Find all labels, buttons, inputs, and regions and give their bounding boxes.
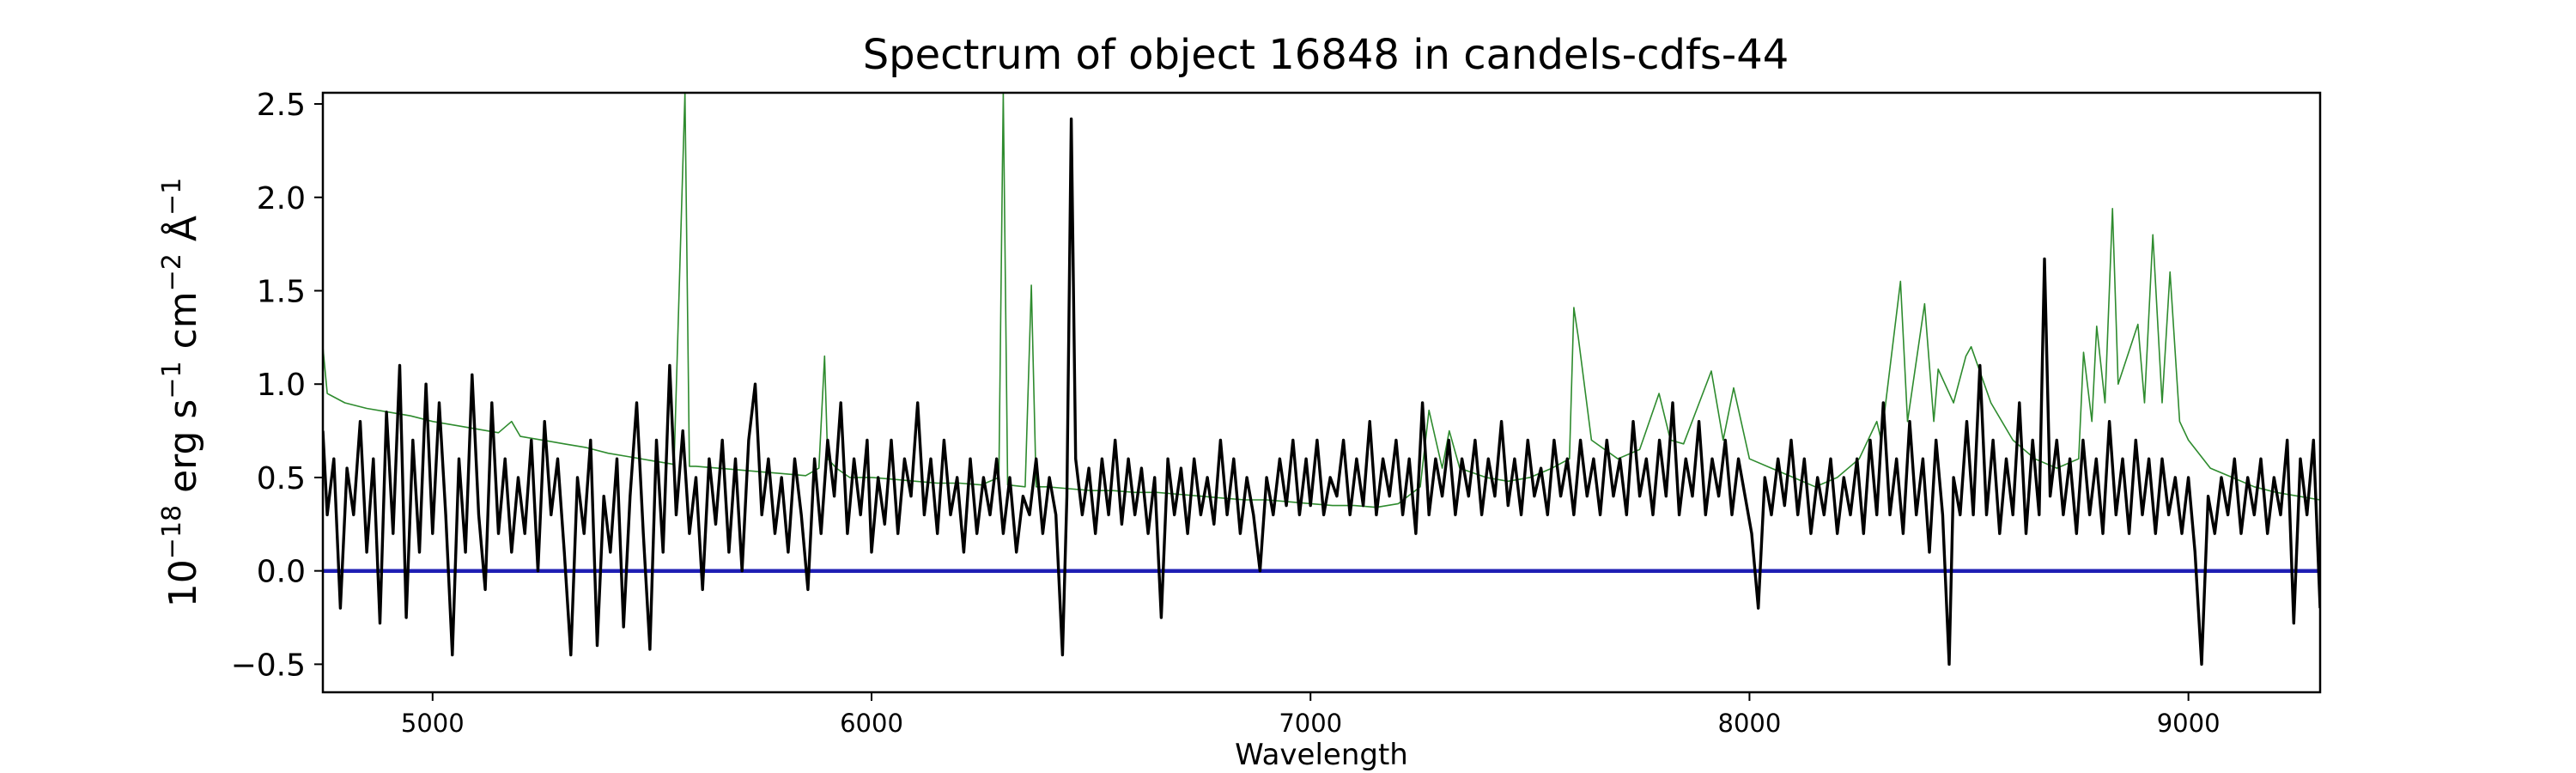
y-tick-label: 0.5 xyxy=(257,461,306,496)
y-axis-label: 10−18 erg s−1 cm−2 Å−1 xyxy=(157,178,205,607)
x-tick-label: 8000 xyxy=(1718,709,1782,738)
y-label-angstrom: Å xyxy=(160,216,205,253)
x-tick-label: 7000 xyxy=(1279,709,1342,738)
chart-title: Spectrum of object 16848 in candels-cdfs… xyxy=(863,31,1789,79)
y-tick-label: −0.5 xyxy=(231,648,306,683)
x-tick-label: 5000 xyxy=(401,709,465,738)
y-axis: −0.5 0.0 0.5 1.0 1.5 2.0 2.5 xyxy=(231,88,323,683)
y-label-exp-angstrom: −1 xyxy=(157,178,187,216)
y-label-exp-cm: −2 xyxy=(157,253,187,291)
y-label-exp-18: −18 xyxy=(157,505,187,559)
y-tick-label: 2.0 xyxy=(257,181,306,216)
x-axis-label: Wavelength xyxy=(1235,738,1408,772)
y-tick-label: 1.0 xyxy=(257,368,306,403)
y-tick-label: 1.5 xyxy=(257,274,306,309)
y-label-erg: erg s xyxy=(161,399,205,505)
y-tick-label: 2.5 xyxy=(257,88,306,123)
series-layer xyxy=(323,93,2320,666)
y-label-exp-s: −1 xyxy=(157,361,187,399)
y-label-cm: cm xyxy=(161,291,205,361)
x-tick-label: 9000 xyxy=(2157,709,2221,738)
flux-series-line xyxy=(323,117,2320,666)
y-label-base: 10 xyxy=(161,559,205,607)
plot-frame xyxy=(321,91,2322,694)
y-tick-label: 0.0 xyxy=(257,555,306,590)
x-tick-label: 6000 xyxy=(840,709,903,738)
x-axis: 5000 6000 7000 8000 9000 xyxy=(401,692,2221,738)
